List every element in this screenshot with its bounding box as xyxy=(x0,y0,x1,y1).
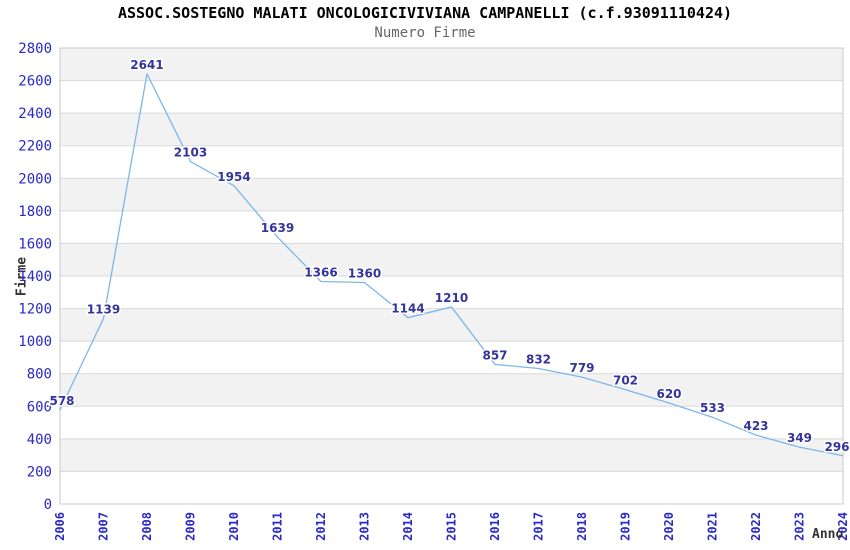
x-tick-label: 2014 xyxy=(401,512,415,541)
y-tick-label: 2800 xyxy=(18,41,52,57)
x-tick-label: 2007 xyxy=(97,512,111,541)
chart-subtitle: Numero Firme xyxy=(374,25,476,41)
plot-band xyxy=(60,308,843,342)
x-tick-label: 2018 xyxy=(575,512,589,541)
data-label: 533 xyxy=(700,401,725,415)
x-tick-label: 2016 xyxy=(488,512,502,541)
y-tick-label: 1400 xyxy=(18,269,52,285)
data-label: 620 xyxy=(656,387,681,401)
x-tick-label: 2021 xyxy=(706,512,720,541)
data-label: 1954 xyxy=(217,170,250,184)
plot-band xyxy=(60,48,843,81)
y-tick-label: 1600 xyxy=(18,236,52,252)
data-label: 1144 xyxy=(391,302,424,316)
plot-band xyxy=(60,438,843,472)
y-tick-label: 800 xyxy=(27,367,52,383)
data-label: 2641 xyxy=(130,58,163,72)
y-tick-label: 2400 xyxy=(18,106,52,122)
data-label: 423 xyxy=(743,419,768,433)
data-label: 1366 xyxy=(304,266,337,280)
y-tick-label: 1000 xyxy=(18,334,52,350)
y-tick-label: 2200 xyxy=(18,139,52,155)
x-tick-label: 2020 xyxy=(662,512,676,541)
data-label: 1210 xyxy=(435,291,468,305)
y-tick-label: 1800 xyxy=(18,204,52,220)
x-tick-label: 2006 xyxy=(53,512,67,541)
series-line xyxy=(59,73,844,457)
data-label: 296 xyxy=(824,440,849,454)
x-tick-label: 2019 xyxy=(619,512,633,541)
y-tick-label: 2600 xyxy=(18,74,52,90)
data-label: 2103 xyxy=(174,146,207,160)
x-tick-label: 2010 xyxy=(227,512,241,541)
x-tick-label: 2022 xyxy=(749,512,763,541)
y-tick-label: 200 xyxy=(27,464,52,480)
data-label: 702 xyxy=(613,374,638,388)
chart-title: ASSOC.SOSTEGNO MALATI ONCOLOGICIVIVIANA … xyxy=(117,4,733,22)
data-label: 1139 xyxy=(87,303,120,317)
x-tick-label: 2011 xyxy=(271,512,285,541)
x-tick-label: 2024 xyxy=(836,512,850,541)
y-tick-label: 0 xyxy=(44,497,52,513)
data-label: 349 xyxy=(787,431,812,445)
x-tick-label: 2017 xyxy=(532,512,546,541)
y-tick-label: 1200 xyxy=(18,302,52,318)
y-tick-label: 400 xyxy=(27,432,52,448)
data-label: 832 xyxy=(526,353,551,367)
x-tick-label: 2008 xyxy=(140,512,154,541)
x-tick-label: 2013 xyxy=(358,512,372,541)
data-label: 578 xyxy=(49,394,74,408)
x-tick-label: 2009 xyxy=(184,512,198,541)
y-tick-label: 600 xyxy=(27,399,52,415)
data-label: 1639 xyxy=(261,221,294,235)
data-label: 857 xyxy=(482,348,507,362)
x-tick-label: 2023 xyxy=(793,512,807,541)
y-tick-label: 2000 xyxy=(18,171,52,187)
x-tick-label: 2015 xyxy=(445,512,459,541)
x-axis-title: Anno xyxy=(812,527,844,542)
data-label: 779 xyxy=(569,361,594,375)
data-label: 1360 xyxy=(348,267,381,281)
plot-band xyxy=(60,243,843,276)
plot-band xyxy=(60,373,843,407)
plot-band xyxy=(60,113,843,146)
plot-border xyxy=(59,47,844,505)
plot-band xyxy=(60,178,843,211)
x-tick-label: 2012 xyxy=(314,512,328,541)
